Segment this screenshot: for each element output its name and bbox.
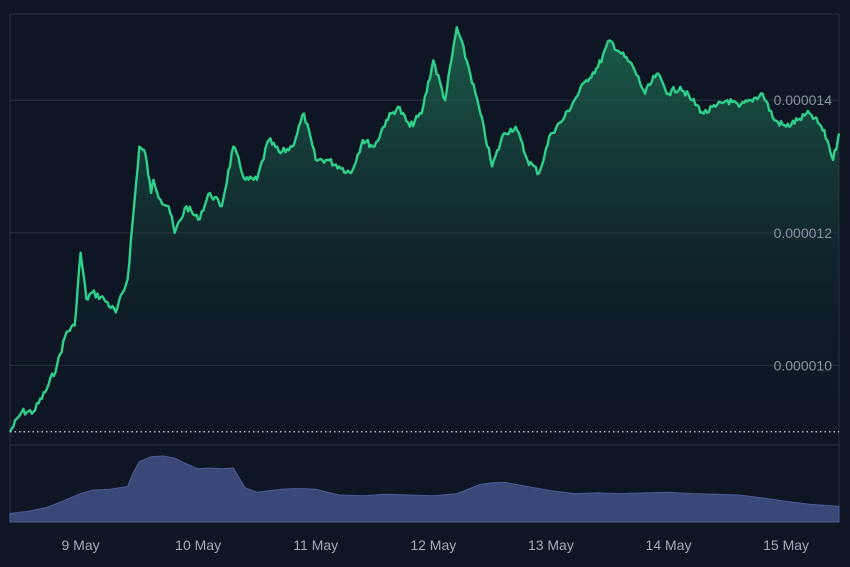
- y-tick-label: 0.000014: [774, 92, 833, 108]
- volume-area: [9, 455, 840, 523]
- x-tick-label: 9 May: [61, 537, 99, 553]
- x-tick-label: 14 May: [646, 537, 692, 553]
- x-tick-label: 12 May: [410, 537, 456, 553]
- x-tick-label: 13 May: [528, 537, 574, 553]
- x-tick-label: 11 May: [293, 537, 338, 553]
- price-line[interactable]: [8, 26, 841, 433]
- y-tick-label: 0.000010: [774, 357, 833, 373]
- x-tick-label: 15 May: [763, 537, 809, 553]
- x-tick-label: 10 May: [175, 537, 221, 553]
- y-tick-label: 0.000012: [774, 225, 833, 241]
- price-area-fill: [10, 27, 839, 446]
